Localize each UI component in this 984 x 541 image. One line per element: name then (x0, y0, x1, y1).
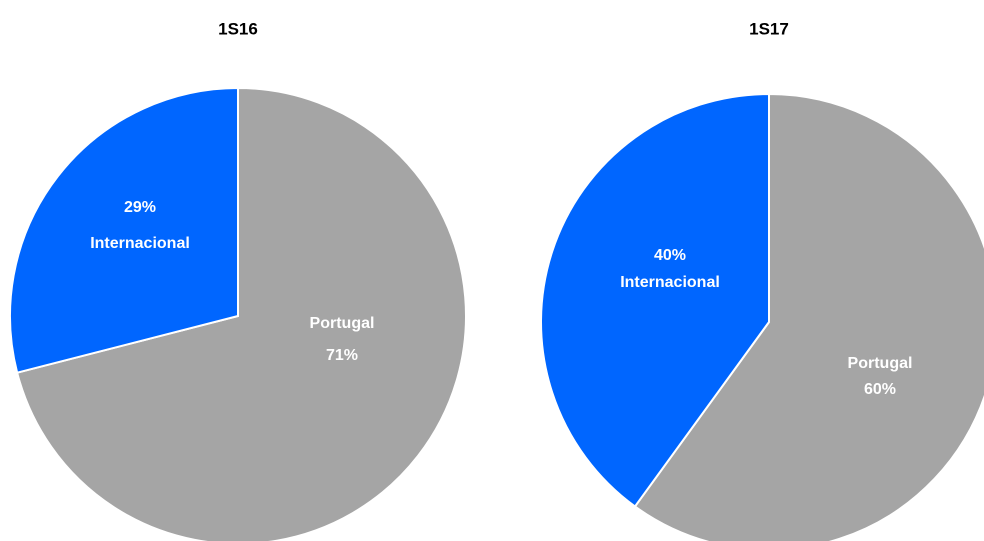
slice-value: 40% (654, 247, 686, 264)
slice-value: 60% (864, 381, 896, 398)
slice-label: Portugal (848, 355, 913, 372)
slice-value: 29% (124, 199, 156, 216)
chart-title: 1S16 (218, 19, 258, 38)
chart-title: 1S17 (749, 19, 789, 38)
slice-label: Internacional (90, 235, 190, 252)
pie-slice (540, 92, 770, 508)
slice-value: 71% (326, 347, 358, 364)
slice-label: Internacional (620, 274, 720, 291)
pie-slice (15, 86, 467, 541)
pie-slice (633, 92, 984, 541)
slice-label: Portugal (310, 315, 375, 332)
pie-slice (9, 86, 239, 374)
